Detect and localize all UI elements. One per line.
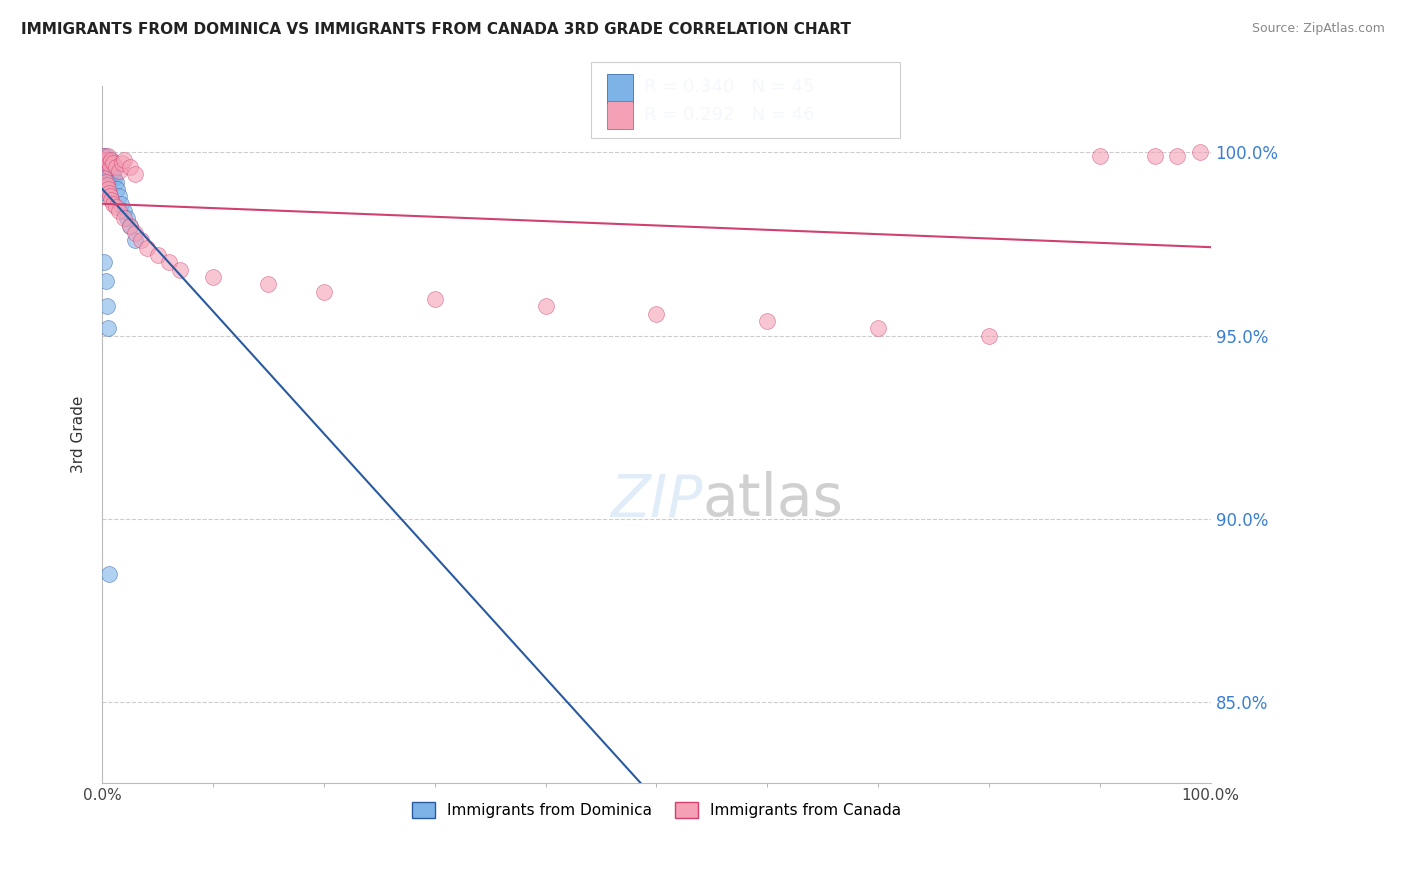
Point [108,189,131,203]
Point [96,153,118,167]
Point [105,182,128,196]
Y-axis label: 3rd Grade: 3rd Grade [72,396,86,474]
Point [103,171,125,186]
Point [96,167,118,181]
Point [111,156,134,170]
Point [118,219,141,233]
Text: atlas: atlas [703,471,844,528]
Point [1144,149,1167,163]
Point [97,186,120,200]
Point [97,156,120,170]
Point [97,171,120,186]
Point [91,153,114,167]
Text: R = 0.292   N = 46: R = 0.292 N = 46 [644,106,814,124]
Point [93,163,115,178]
Point [118,219,141,233]
Point [115,211,138,226]
Point [98,156,121,170]
Point [868,321,890,335]
Point [93,156,115,170]
Legend: Immigrants from Dominica, Immigrants from Canada: Immigrants from Dominica, Immigrants fro… [406,796,907,824]
Point [97,149,120,163]
Point [94,156,117,170]
Point [94,186,117,200]
Point [756,314,779,328]
Point [98,189,121,203]
Point [96,175,118,189]
Point [94,149,117,163]
Point [97,182,120,196]
Point [103,167,125,181]
Point [112,204,135,219]
Point [97,163,120,178]
Point [97,156,120,170]
Point [110,196,132,211]
Point [100,193,122,207]
Point [94,156,117,170]
Point [124,233,146,247]
Point [96,160,118,174]
Point [93,160,115,174]
Point [135,241,157,255]
Point [108,163,131,178]
Point [96,299,118,313]
Point [93,153,115,167]
Point [96,182,118,196]
Point [97,567,120,582]
Point [94,171,117,186]
Point [100,153,122,167]
Point [534,299,557,313]
Point [104,160,127,174]
Point [93,178,115,193]
Point [124,226,146,240]
Point [1188,145,1211,160]
Point [312,285,335,299]
Point [257,277,280,292]
Point [97,171,120,186]
Text: ZIP: ZIP [610,471,703,528]
Point [101,160,124,174]
Point [97,153,120,167]
Point [108,204,131,219]
Point [169,262,191,277]
Point [93,171,115,186]
Point [118,160,141,174]
Point [1166,149,1188,163]
Point [645,307,668,321]
Point [977,328,1000,343]
Point [93,255,115,269]
Point [93,171,115,186]
Point [112,211,135,226]
Point [91,149,114,163]
Point [112,153,135,167]
Point [96,178,118,193]
Point [129,233,152,247]
Point [98,167,121,181]
Text: Source: ZipAtlas.com: Source: ZipAtlas.com [1251,22,1385,36]
Point [1088,149,1111,163]
Point [94,175,117,189]
Text: R = 0.340   N = 45: R = 0.340 N = 45 [644,78,814,96]
Point [94,163,117,178]
Point [103,196,125,211]
Point [104,175,127,189]
Point [93,167,115,181]
Point [124,167,146,181]
Point [97,160,120,174]
Point [202,270,225,285]
Point [91,149,114,163]
Point [94,178,117,193]
Point [97,321,120,335]
Point [96,153,118,167]
Point [103,156,125,170]
Point [94,274,117,288]
Point [104,200,127,214]
Point [423,292,446,306]
Point [98,160,121,174]
Point [100,153,122,167]
Point [157,255,180,269]
Text: IMMIGRANTS FROM DOMINICA VS IMMIGRANTS FROM CANADA 3RD GRADE CORRELATION CHART: IMMIGRANTS FROM DOMINICA VS IMMIGRANTS F… [21,22,851,37]
Point [146,248,169,262]
Point [100,163,122,178]
